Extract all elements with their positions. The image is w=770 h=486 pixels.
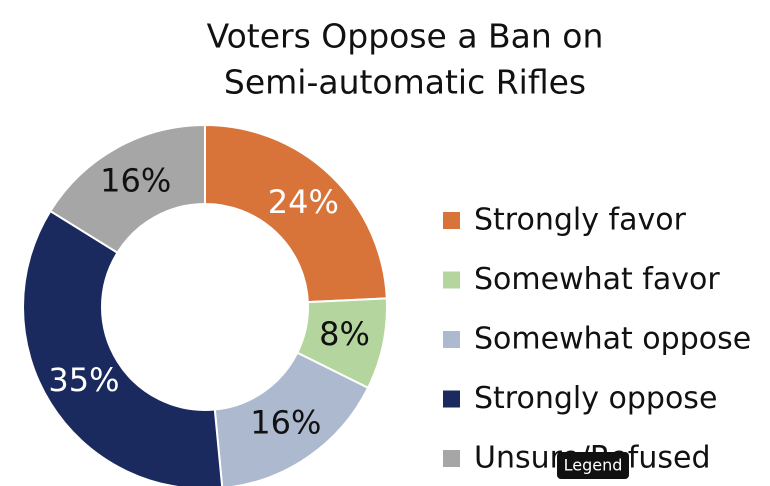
legend-label: Somewhat favor <box>474 262 720 297</box>
chart-title: Voters Oppose a Ban on <box>207 17 604 56</box>
data-label: 16% <box>250 403 321 441</box>
tooltip-box <box>557 452 629 479</box>
legend-swatch <box>443 331 460 348</box>
legend-label: Strongly oppose <box>474 381 717 416</box>
donut-slice <box>48 123 206 255</box>
legend-swatch <box>443 212 460 229</box>
tooltip-text: Legend <box>564 456 623 475</box>
legend-swatch <box>443 271 460 289</box>
legend-label: Strongly favor <box>474 203 687 238</box>
data-label: 16% <box>100 161 171 199</box>
tooltip: Legend <box>557 452 629 479</box>
data-label: 8% <box>319 315 370 353</box>
data-label: 35% <box>48 361 119 399</box>
donut-slice <box>204 123 388 304</box>
legend-swatch <box>443 450 460 467</box>
legend-swatch <box>443 390 460 408</box>
chart-title: Semi-automatic Rifles <box>224 63 586 102</box>
donut-slice <box>22 209 224 486</box>
donut-slice <box>213 351 370 486</box>
legend-label: Somewhat oppose <box>474 322 751 357</box>
data-label: 24% <box>268 183 339 221</box>
